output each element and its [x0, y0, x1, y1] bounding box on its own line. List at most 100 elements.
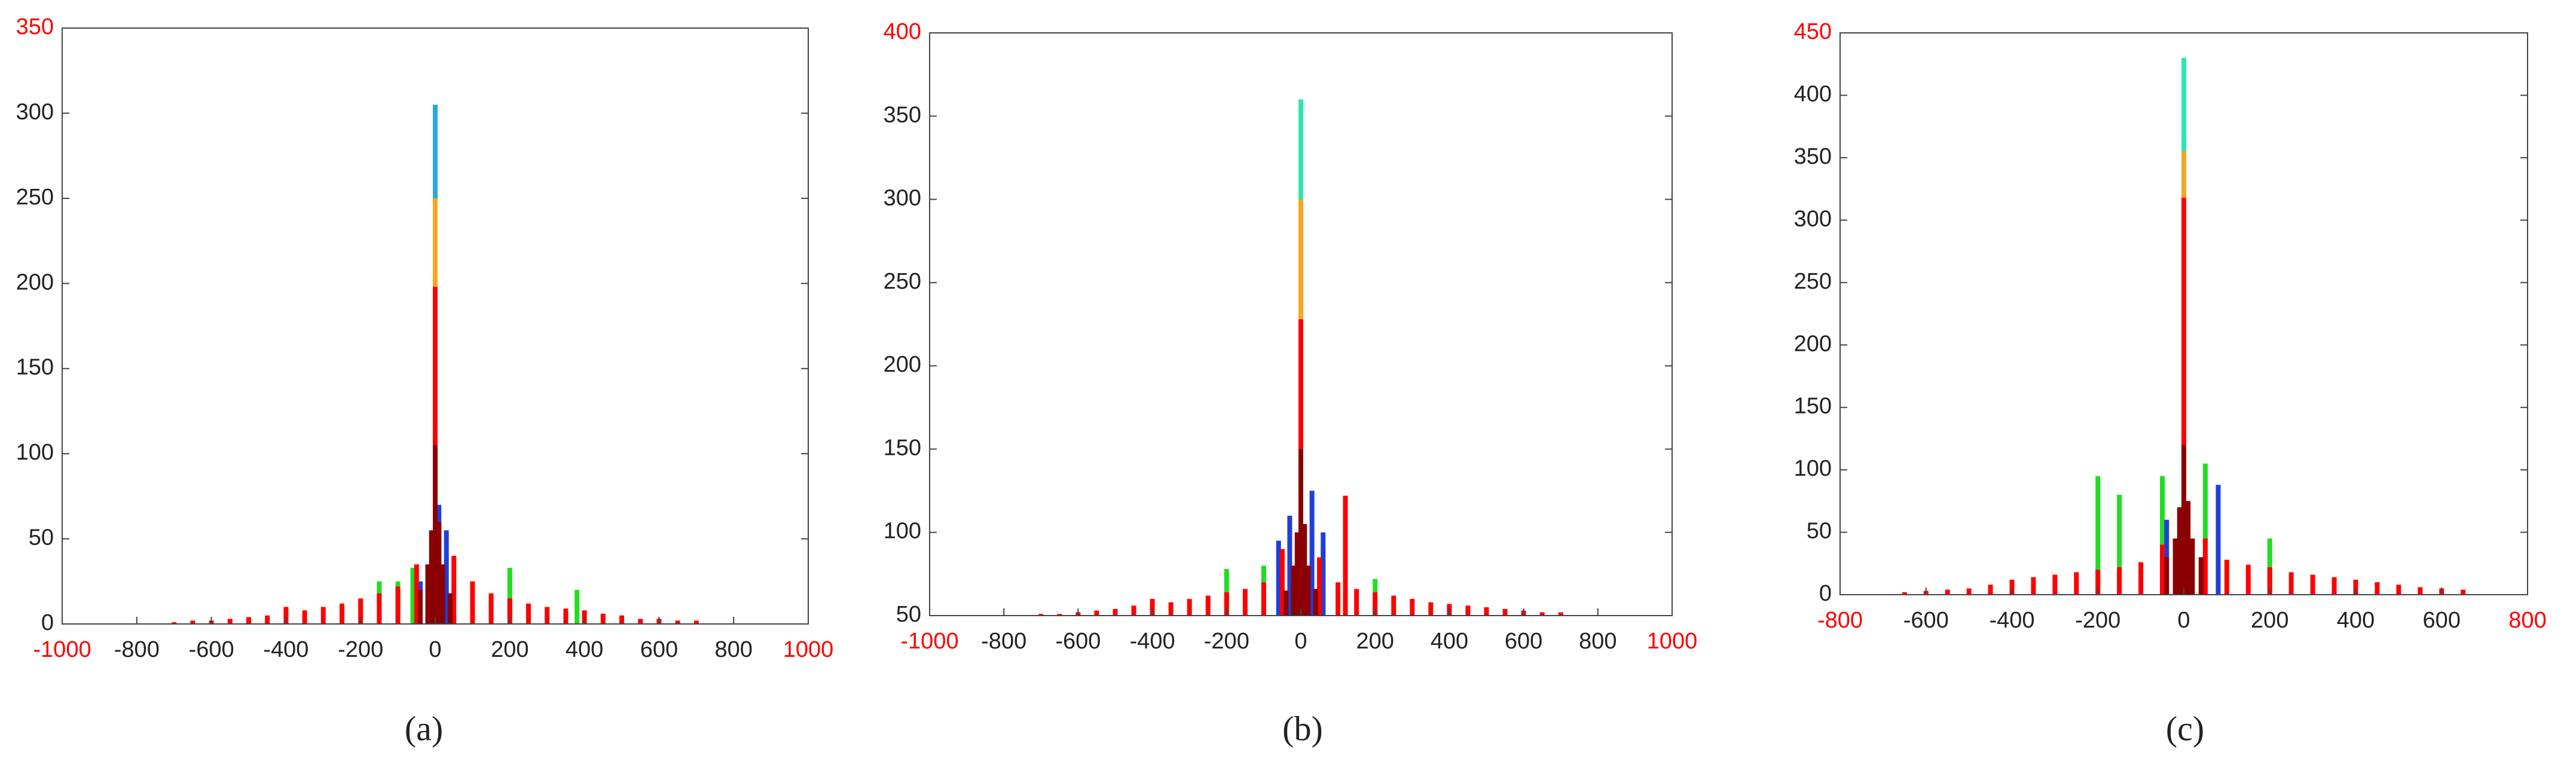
- bar: [246, 617, 251, 624]
- bar: [1168, 602, 1174, 616]
- bar: [2186, 501, 2191, 595]
- x-tick-label: -400: [1989, 608, 2034, 633]
- bar: [1057, 614, 1062, 616]
- bar: [2074, 572, 2079, 595]
- y-tick-label: 300: [1794, 206, 1832, 231]
- bar: [2267, 567, 2272, 595]
- bar: [2052, 574, 2058, 595]
- bar: [283, 607, 289, 624]
- bar: [675, 620, 680, 624]
- bar: [2181, 197, 2186, 595]
- x-tick-label: 0: [1294, 629, 1307, 654]
- bar: [2160, 544, 2165, 595]
- bar: [638, 619, 643, 624]
- bar: [2177, 507, 2182, 595]
- bar: [2310, 574, 2315, 595]
- caption: (c): [2166, 709, 2204, 748]
- bar: [1187, 599, 1192, 616]
- bar: [2117, 567, 2122, 595]
- bar: [1966, 588, 1972, 595]
- bar: [1287, 515, 1292, 616]
- bar: [2095, 476, 2101, 595]
- bar: [2138, 562, 2144, 595]
- y-tick-label: 400: [884, 19, 921, 44]
- bar: [1294, 532, 1300, 616]
- bar: [1317, 557, 1322, 616]
- y-tick-label: 400: [1794, 81, 1832, 106]
- y-tick-label: 50: [896, 602, 921, 627]
- x-tick-label: 400: [1431, 629, 1468, 654]
- bar: [2202, 463, 2208, 595]
- bar: [1309, 491, 1315, 616]
- bar: [1410, 599, 1415, 616]
- bar: [2461, 589, 2466, 595]
- bar: [425, 564, 430, 624]
- x-tick-label: 400: [2337, 608, 2375, 633]
- bar: [2353, 579, 2358, 595]
- bar: [1373, 592, 1378, 616]
- x-tick-label: -200: [2075, 608, 2120, 633]
- bar: [444, 530, 449, 624]
- x-tick-label: -400: [1130, 629, 1175, 654]
- bar: [1276, 540, 1281, 616]
- bar: [265, 615, 270, 624]
- x-tick-label: -800: [981, 629, 1026, 654]
- bar: [488, 593, 494, 624]
- bar: [2164, 557, 2169, 595]
- x-tick-label: 1000: [1647, 629, 1698, 654]
- bar: [507, 598, 512, 624]
- bar: [2216, 485, 2221, 595]
- x-tick-label: -200: [338, 637, 383, 662]
- caption: (a): [405, 709, 443, 748]
- bar: [1113, 608, 1118, 616]
- y-tick-label: 350: [1794, 144, 1832, 169]
- bar: [1502, 608, 1508, 616]
- x-tick-label: -600: [189, 637, 234, 662]
- x-tick-label: 1000: [783, 637, 834, 662]
- x-tick-label: 800: [714, 637, 752, 662]
- x-tick-label: 800: [2508, 608, 2546, 633]
- x-tick-label: -1000: [900, 629, 958, 654]
- bar: [1539, 612, 1545, 616]
- x-tick-label: 200: [1356, 629, 1394, 654]
- bar: [227, 619, 233, 624]
- y-tick-label: 150: [16, 355, 54, 380]
- bar: [470, 581, 475, 624]
- x-tick-label: -1000: [33, 637, 91, 662]
- x-tick-label: 600: [2423, 608, 2461, 633]
- bar: [414, 564, 419, 624]
- y-tick-label: 250: [1794, 269, 1832, 294]
- x-tick-label: 0: [2177, 608, 2190, 633]
- bar: [358, 598, 363, 624]
- y-tick-label: 250: [16, 185, 54, 210]
- bar: [395, 586, 401, 624]
- bar: [2181, 445, 2186, 595]
- x-tick-label: 200: [491, 637, 528, 662]
- bar: [2198, 557, 2204, 595]
- bar: [1465, 605, 1471, 616]
- bar: [1902, 592, 1907, 595]
- bar: [2117, 494, 2122, 595]
- bar: [526, 603, 531, 624]
- bar: [429, 530, 434, 624]
- y-tick-label: 300: [16, 99, 54, 124]
- bar: [1242, 589, 1248, 616]
- y-tick-label: 350: [16, 14, 54, 39]
- y-tick-label: 150: [884, 435, 921, 460]
- x-tick-label: 600: [1505, 629, 1542, 654]
- bar: [2224, 559, 2229, 595]
- y-tick-label: 200: [1794, 331, 1832, 356]
- y-tick-label: 100: [16, 440, 54, 465]
- bar: [2375, 582, 2380, 595]
- bar: [451, 556, 457, 624]
- y-tick-label: 50: [1807, 519, 1832, 544]
- x-tick-label: 0: [429, 637, 441, 662]
- bar: [1354, 589, 1359, 616]
- bar: [1558, 612, 1563, 616]
- x-tick-label: -600: [1055, 629, 1101, 654]
- bar: [418, 590, 423, 624]
- bar: [1261, 582, 1266, 616]
- bar: [190, 620, 195, 624]
- bar: [1484, 607, 1489, 616]
- x-tick-label: -800: [1817, 608, 1863, 633]
